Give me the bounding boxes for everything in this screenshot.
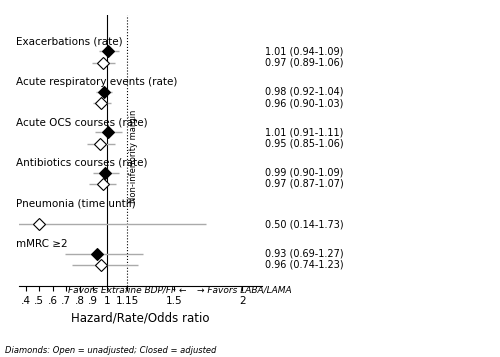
X-axis label: Hazard/Rate/Odds ratio: Hazard/Rate/Odds ratio: [72, 311, 210, 324]
Text: Diamonds: Open = unadjusted; Closed = adjusted: Diamonds: Open = unadjusted; Closed = ad…: [5, 346, 216, 355]
Text: 0.99 (0.90-1.09): 0.99 (0.90-1.09): [265, 168, 343, 178]
Text: Favors Extrafine BDP/FF ←: Favors Extrafine BDP/FF ←: [68, 285, 187, 294]
Text: mMRC ≥2: mMRC ≥2: [16, 239, 68, 249]
Text: 1.01 (0.94-1.09): 1.01 (0.94-1.09): [265, 46, 343, 56]
Text: Antibiotics courses (rate): Antibiotics courses (rate): [16, 158, 148, 168]
Text: → Favors LABA/LAMA: → Favors LABA/LAMA: [196, 285, 292, 294]
Text: 0.97 (0.87-1.07): 0.97 (0.87-1.07): [265, 179, 344, 189]
Text: Pneumonia (time until): Pneumonia (time until): [16, 198, 136, 208]
Text: Exacerbations (rate): Exacerbations (rate): [16, 36, 123, 46]
Text: 1.01 (0.91-1.11): 1.01 (0.91-1.11): [265, 127, 343, 137]
Text: 0.95 (0.85-1.06): 0.95 (0.85-1.06): [265, 139, 344, 149]
Text: 0.93 (0.69-1.27): 0.93 (0.69-1.27): [265, 248, 344, 258]
Text: 0.97 (0.89-1.06): 0.97 (0.89-1.06): [265, 58, 344, 68]
Text: Acute respiratory events (rate): Acute respiratory events (rate): [16, 77, 178, 87]
Text: 0.98 (0.92-1.04): 0.98 (0.92-1.04): [265, 87, 344, 97]
Text: Acute OCS courses (rate): Acute OCS courses (rate): [16, 117, 148, 127]
Text: 0.96 (0.90-1.03): 0.96 (0.90-1.03): [265, 98, 343, 108]
Text: 0.50 (0.14-1.73): 0.50 (0.14-1.73): [265, 220, 344, 230]
Text: Non-inferiority margin: Non-inferiority margin: [128, 110, 138, 203]
Text: 0.96 (0.74-1.23): 0.96 (0.74-1.23): [265, 260, 344, 270]
